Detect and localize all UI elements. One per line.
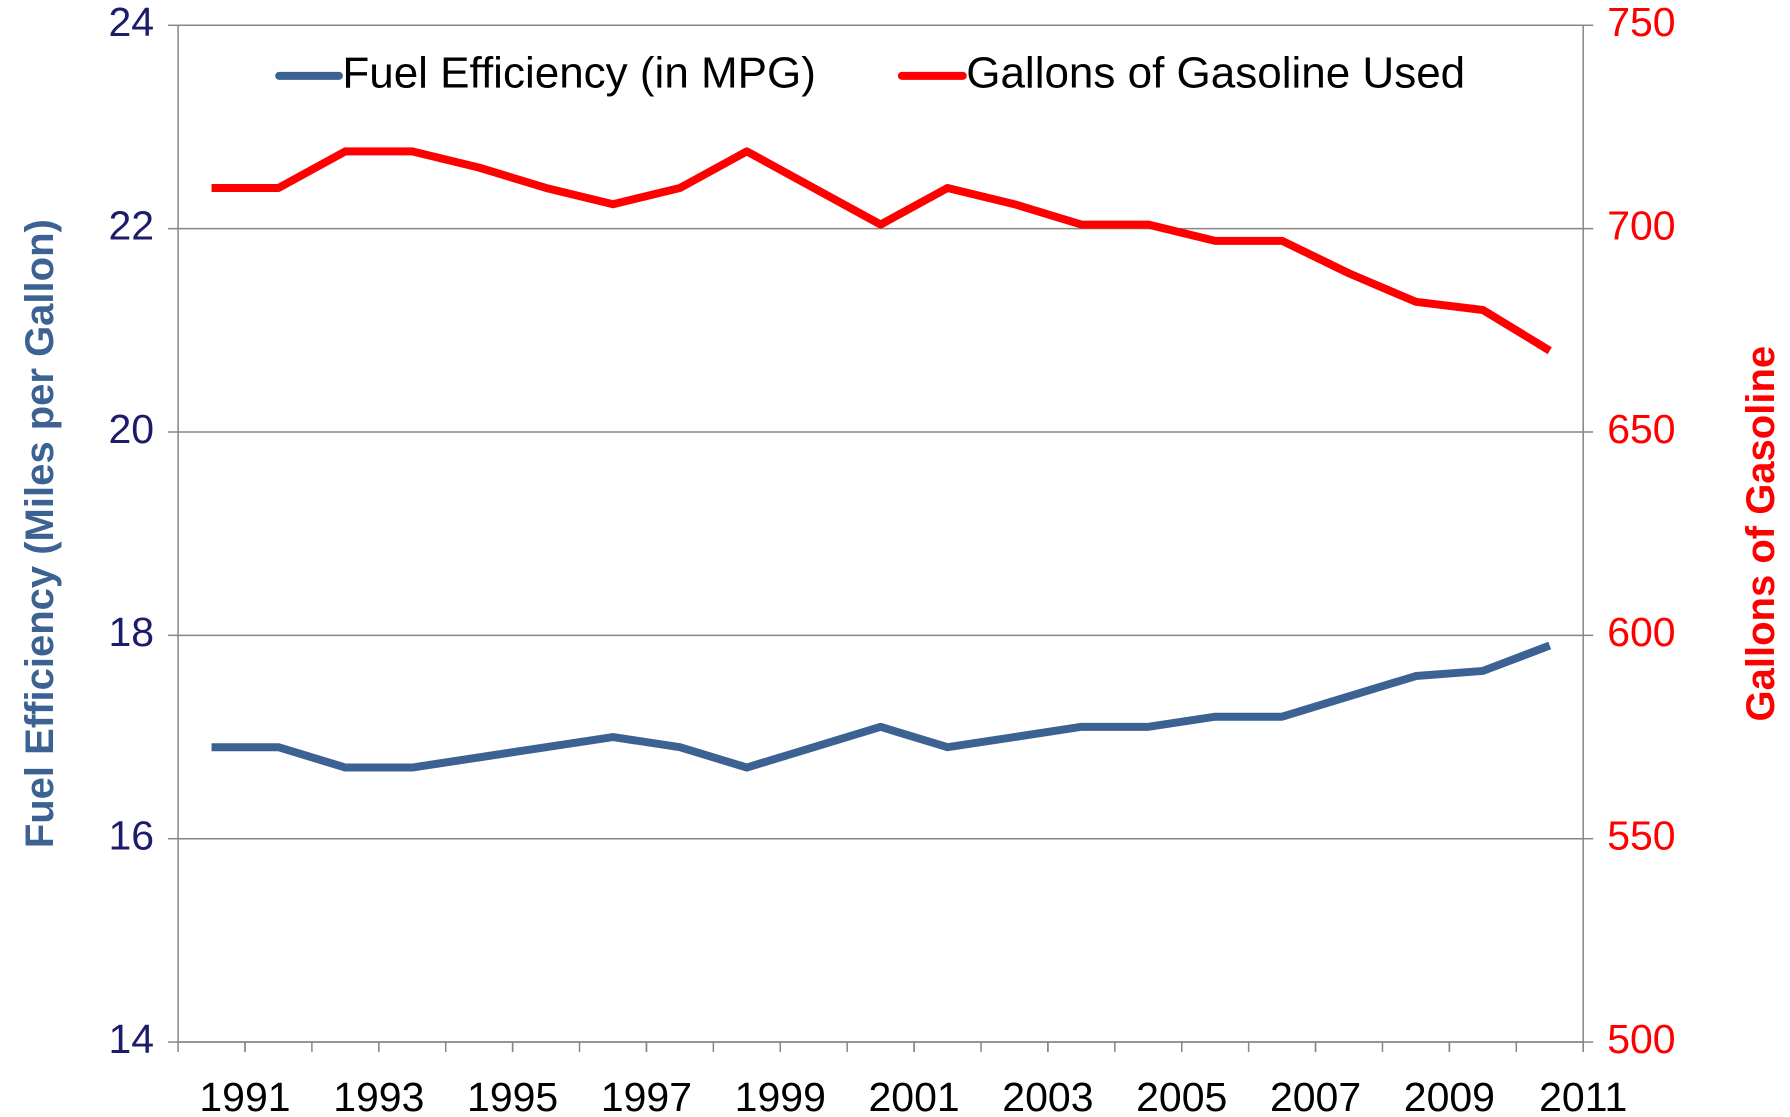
y-tick-label: 16 bbox=[108, 813, 154, 859]
x-tick-label: 2001 bbox=[868, 1074, 959, 1117]
x-tick-label: 1993 bbox=[333, 1074, 424, 1117]
y-tick-label: 20 bbox=[108, 406, 154, 452]
x-tick-label: 1995 bbox=[467, 1074, 558, 1117]
y2-tick-label: 750 bbox=[1607, 0, 1675, 45]
y-tick-label: 24 bbox=[108, 0, 154, 45]
legend-label: Fuel Efficiency (in MPG) bbox=[342, 48, 816, 97]
x-tick-label: 1991 bbox=[199, 1074, 290, 1117]
y2-tick-label: 650 bbox=[1607, 406, 1675, 452]
legend-label: Gallons of Gasoline Used bbox=[966, 48, 1465, 97]
x-tick-label: 2007 bbox=[1270, 1074, 1361, 1117]
x-tick-label: 2005 bbox=[1136, 1074, 1227, 1117]
y-tick-label: 14 bbox=[108, 1016, 154, 1062]
y2-tick-label: 500 bbox=[1607, 1016, 1675, 1062]
series-line bbox=[211, 641, 1552, 772]
y2-tick-label: 600 bbox=[1607, 609, 1675, 655]
y-axis-title: Fuel Efficiency (Miles per Gallon) bbox=[18, 219, 62, 848]
x-tick-label: 1997 bbox=[601, 1074, 692, 1117]
x-tick-label: 2009 bbox=[1404, 1074, 1495, 1117]
x-tick-label: 1999 bbox=[735, 1074, 826, 1117]
y2-tick-label: 550 bbox=[1607, 813, 1675, 859]
series-line bbox=[211, 147, 1552, 355]
y2-axis-title: Gallons of Gasoline bbox=[1739, 346, 1783, 722]
y-tick-label: 18 bbox=[108, 609, 154, 655]
y2-tick-label: 700 bbox=[1607, 202, 1675, 248]
y-tick-label: 22 bbox=[108, 202, 154, 248]
x-tick-label: 2003 bbox=[1002, 1074, 1093, 1117]
x-tick-label: 2011 bbox=[1539, 1074, 1627, 1117]
